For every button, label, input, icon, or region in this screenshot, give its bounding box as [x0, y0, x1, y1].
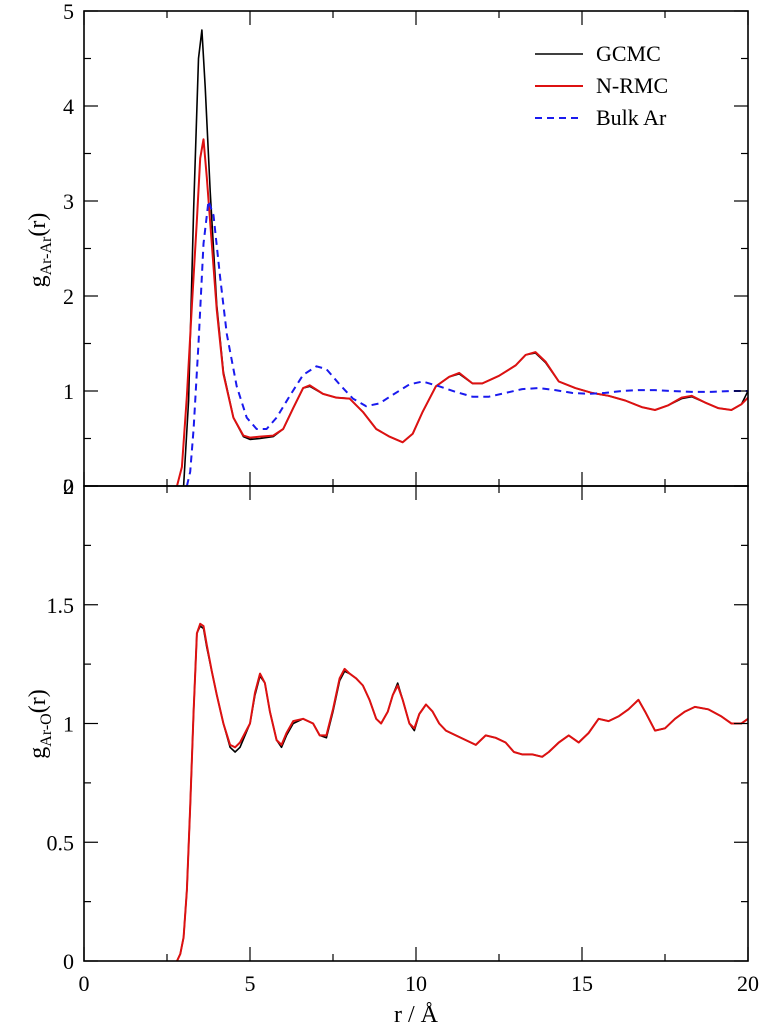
y-tick-label: 4 [63, 94, 74, 119]
ar-ar-y-axis-label-sub: Ar-Ar [38, 236, 55, 275]
y-tick-label: 0.5 [47, 830, 75, 855]
y-tick-label: 1.5 [47, 593, 75, 618]
y-tick-label: 0 [63, 474, 74, 499]
ar-o-series-gcmc [176, 625, 748, 961]
ar-o-panel: 0 0.5 1 1.5 2 0 5 10 15 20 gAr-O(r) r / Å [25, 474, 759, 1027]
legend-label: N-RMC [596, 73, 668, 98]
y-tick-label: 1 [63, 379, 74, 404]
y-tick-label: 3 [63, 189, 74, 214]
ar-ar-y-axis-label: gAr-Ar(r) [25, 213, 55, 288]
legend-label: GCMC [596, 41, 661, 66]
ar-ar-y-tick-labels: 0 1 2 3 4 5 [63, 0, 74, 499]
ar-ar-series-lines [176, 29, 748, 486]
ar-o-y-axis-label-tail: (r) [25, 689, 51, 713]
x-tick-label: 20 [737, 971, 759, 996]
y-tick-label: 2 [63, 284, 74, 309]
ar-ar-ticks [83, 10, 749, 487]
ar-ar-y-axis-label-tail: (r) [25, 213, 51, 237]
ar-o-y-tick-labels: 0 0.5 1 1.5 2 [47, 474, 75, 974]
x-tick-label: 5 [245, 971, 256, 996]
x-tick-labels: 0 5 10 15 20 [79, 971, 760, 996]
x-tick-label: 15 [571, 971, 593, 996]
ar-o-series-lines [176, 622, 748, 961]
ar-o-y-axis-label-main: g [25, 747, 51, 759]
x-tick-label: 10 [405, 971, 427, 996]
y-tick-label: 1 [63, 712, 74, 737]
ar-o-series-n-rmc [176, 622, 748, 961]
legend-label: Bulk Ar [596, 105, 667, 130]
y-tick-label: 0 [63, 949, 74, 974]
ar-o-y-axis-label-sub: Ar-O [38, 713, 55, 746]
ar-ar-series-bulk-ar [185, 200, 748, 486]
y-tick-label: 5 [63, 0, 74, 24]
ar-o-y-axis-label: gAr-O(r) [25, 689, 55, 758]
y-tick-label: 2 [63, 474, 74, 499]
ar-ar-series-gcmc [182, 29, 748, 486]
ar-o-ticks [83, 485, 749, 962]
ar-ar-series-n-rmc [176, 138, 748, 486]
x-axis-label: r / Å [394, 1002, 439, 1027]
ar-ar-y-axis-label-main: g [25, 275, 51, 287]
ar-ar-panel: 0 1 2 3 4 5 GCMC N-RMC Bulk Ar gAr-Ar(r) [25, 0, 749, 499]
legend: GCMC N-RMC Bulk Ar [535, 41, 668, 130]
x-tick-label: 0 [79, 971, 90, 996]
